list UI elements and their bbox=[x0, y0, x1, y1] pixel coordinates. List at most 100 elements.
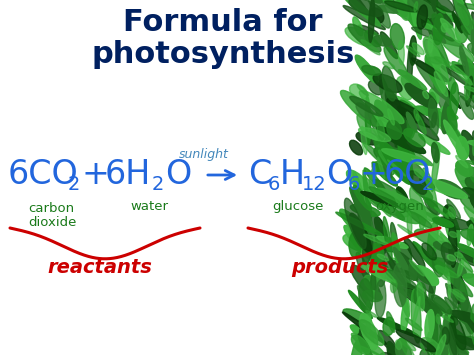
Ellipse shape bbox=[433, 218, 454, 227]
Ellipse shape bbox=[348, 290, 373, 318]
Ellipse shape bbox=[407, 43, 413, 91]
Ellipse shape bbox=[417, 282, 424, 311]
Ellipse shape bbox=[375, 188, 424, 215]
Ellipse shape bbox=[349, 0, 383, 16]
Ellipse shape bbox=[456, 161, 473, 176]
Text: reactants: reactants bbox=[47, 258, 153, 277]
Ellipse shape bbox=[457, 260, 463, 277]
Ellipse shape bbox=[398, 40, 404, 65]
Ellipse shape bbox=[436, 111, 465, 146]
Ellipse shape bbox=[375, 100, 401, 142]
Text: O: O bbox=[326, 158, 352, 191]
Ellipse shape bbox=[372, 161, 395, 176]
Ellipse shape bbox=[382, 66, 396, 101]
Ellipse shape bbox=[432, 14, 455, 41]
Ellipse shape bbox=[370, 233, 397, 252]
Ellipse shape bbox=[371, 128, 392, 178]
Text: 6CO: 6CO bbox=[8, 158, 79, 191]
Ellipse shape bbox=[392, 153, 425, 177]
Ellipse shape bbox=[365, 31, 382, 47]
Text: 12: 12 bbox=[302, 175, 327, 193]
Ellipse shape bbox=[370, 113, 402, 137]
Ellipse shape bbox=[441, 23, 448, 32]
Ellipse shape bbox=[372, 0, 405, 17]
Ellipse shape bbox=[428, 0, 436, 11]
Ellipse shape bbox=[400, 338, 416, 355]
Ellipse shape bbox=[350, 96, 383, 116]
Ellipse shape bbox=[435, 57, 454, 67]
Ellipse shape bbox=[344, 225, 376, 262]
Ellipse shape bbox=[429, 70, 461, 108]
Ellipse shape bbox=[467, 43, 474, 56]
Text: Formula for
photosynthesis: Formula for photosynthesis bbox=[91, 8, 355, 70]
Ellipse shape bbox=[374, 217, 387, 241]
Ellipse shape bbox=[432, 29, 446, 43]
Ellipse shape bbox=[371, 266, 379, 294]
Ellipse shape bbox=[374, 120, 408, 139]
Ellipse shape bbox=[448, 77, 456, 94]
Ellipse shape bbox=[467, 224, 473, 246]
Ellipse shape bbox=[348, 24, 381, 52]
Ellipse shape bbox=[410, 36, 417, 65]
Ellipse shape bbox=[395, 340, 401, 350]
Ellipse shape bbox=[350, 204, 380, 216]
Ellipse shape bbox=[420, 349, 432, 355]
Ellipse shape bbox=[429, 92, 437, 113]
Ellipse shape bbox=[453, 346, 469, 354]
Ellipse shape bbox=[362, 65, 381, 75]
Ellipse shape bbox=[413, 6, 442, 28]
Ellipse shape bbox=[456, 136, 469, 160]
Ellipse shape bbox=[466, 59, 474, 109]
Text: +: + bbox=[360, 158, 388, 191]
Ellipse shape bbox=[392, 148, 410, 158]
Ellipse shape bbox=[398, 242, 412, 272]
Ellipse shape bbox=[340, 91, 381, 127]
Ellipse shape bbox=[397, 0, 421, 31]
Ellipse shape bbox=[383, 317, 394, 335]
Ellipse shape bbox=[428, 35, 433, 53]
Ellipse shape bbox=[363, 234, 373, 264]
Ellipse shape bbox=[368, 166, 376, 202]
Ellipse shape bbox=[369, 0, 374, 43]
Ellipse shape bbox=[413, 297, 420, 324]
Ellipse shape bbox=[387, 275, 417, 293]
Ellipse shape bbox=[464, 337, 474, 350]
Ellipse shape bbox=[387, 342, 404, 355]
Ellipse shape bbox=[425, 199, 439, 215]
Ellipse shape bbox=[461, 293, 474, 334]
Ellipse shape bbox=[467, 220, 474, 236]
Ellipse shape bbox=[398, 283, 409, 317]
Ellipse shape bbox=[387, 98, 433, 127]
Ellipse shape bbox=[345, 27, 373, 46]
Ellipse shape bbox=[357, 85, 368, 96]
Ellipse shape bbox=[464, 207, 474, 240]
Ellipse shape bbox=[361, 262, 409, 286]
Text: C: C bbox=[248, 158, 271, 191]
Ellipse shape bbox=[407, 0, 436, 17]
Ellipse shape bbox=[387, 120, 401, 139]
Ellipse shape bbox=[370, 256, 392, 280]
Ellipse shape bbox=[351, 265, 381, 300]
Ellipse shape bbox=[375, 136, 392, 164]
Ellipse shape bbox=[428, 305, 438, 344]
Ellipse shape bbox=[366, 301, 371, 332]
Ellipse shape bbox=[374, 148, 404, 170]
Ellipse shape bbox=[396, 211, 422, 224]
Ellipse shape bbox=[468, 229, 474, 263]
Ellipse shape bbox=[406, 112, 417, 132]
Ellipse shape bbox=[407, 212, 412, 235]
Ellipse shape bbox=[419, 0, 455, 12]
Ellipse shape bbox=[416, 114, 426, 134]
Ellipse shape bbox=[380, 0, 426, 27]
Ellipse shape bbox=[443, 0, 464, 4]
Ellipse shape bbox=[444, 120, 465, 157]
Ellipse shape bbox=[443, 335, 474, 350]
Ellipse shape bbox=[454, 226, 460, 244]
Ellipse shape bbox=[353, 17, 363, 36]
Ellipse shape bbox=[370, 243, 383, 264]
Ellipse shape bbox=[383, 62, 395, 69]
Ellipse shape bbox=[420, 298, 437, 324]
Ellipse shape bbox=[432, 295, 452, 314]
Ellipse shape bbox=[366, 194, 409, 217]
Ellipse shape bbox=[467, 72, 474, 100]
